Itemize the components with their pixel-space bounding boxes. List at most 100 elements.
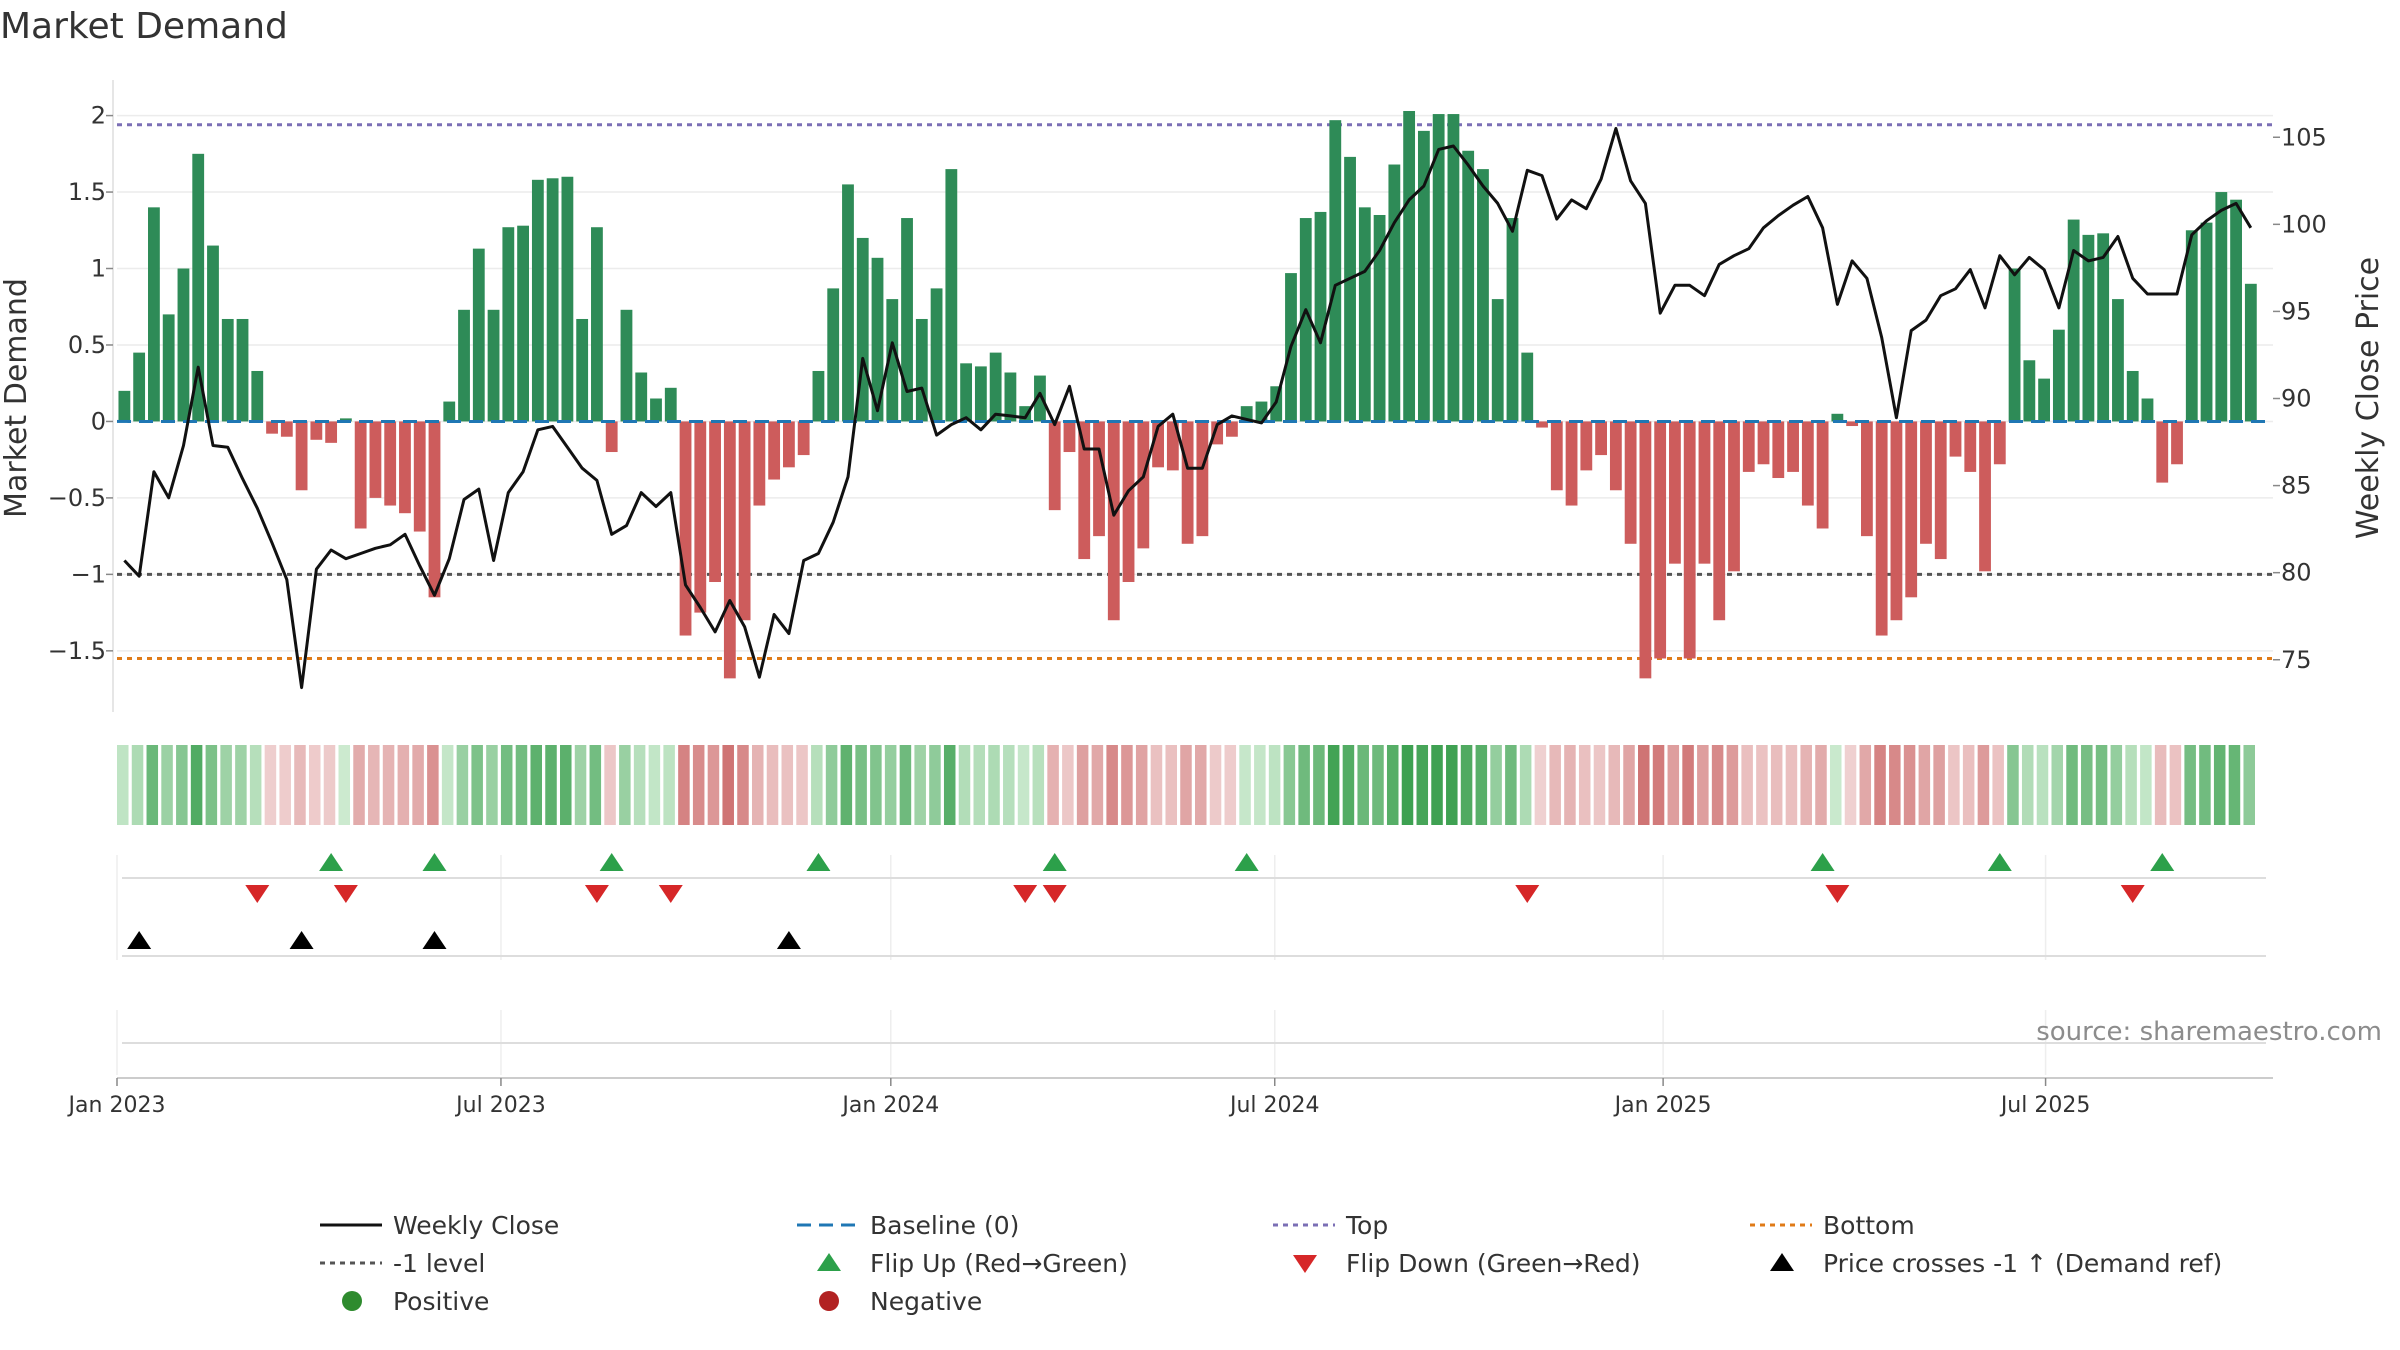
heat-cell (2169, 745, 2182, 825)
flip-down-marker (1013, 885, 1038, 903)
demand-bar (768, 421, 781, 480)
heat-cell (1844, 745, 1857, 825)
heat-cell (781, 745, 794, 825)
demand-bar (1107, 421, 1120, 621)
legend-swatch-triangle-up (817, 1253, 841, 1271)
legend-label: Bottom (1823, 1211, 1915, 1240)
demand-bar (1299, 218, 1312, 422)
heat-cell (1623, 745, 1635, 825)
heat-cell (2140, 745, 2152, 825)
heat-cell (722, 745, 734, 825)
heat-cell (958, 745, 971, 825)
demand-bar (2082, 234, 2095, 422)
demand-bar (1595, 421, 1607, 456)
demand-bar (1004, 372, 1017, 422)
demand-bar (635, 372, 648, 422)
legend-label: Flip Up (Red→Green) (870, 1249, 1128, 1278)
demand-bar (2008, 268, 2021, 422)
heat-cell (825, 745, 838, 825)
demand-bar (428, 421, 441, 598)
demand-bar (2244, 283, 2257, 422)
flip-up-marker (806, 853, 831, 871)
legend-label: Top (1345, 1211, 1388, 1240)
y2-tick-label: 105 (2281, 123, 2327, 151)
demand-bar (1875, 421, 1888, 636)
heat-cell (1578, 745, 1591, 825)
heat-cell (2066, 745, 2078, 825)
weekly-close-line (123, 127, 2253, 690)
source-note: source: sharemaestro.com (2036, 1017, 2382, 1047)
heat-cell (1150, 745, 1163, 825)
heat-cell (2110, 745, 2123, 825)
x-axis: Jan 2023 Jul 2023 Jan 2024 Jul 2024 Jan 2025… (67, 1077, 2273, 1118)
demand-bar (517, 225, 529, 422)
heat-cell (368, 745, 380, 825)
legend-item-weekly-close: Weekly Close (320, 1211, 559, 1240)
y-tick-label: −1 (71, 560, 106, 588)
heat-cell (279, 745, 291, 825)
legend-item-baseline: Baseline (0) (797, 1211, 1019, 1240)
y2-tick-label: 95 (2281, 297, 2312, 325)
demand-bar (945, 169, 958, 422)
demand-bar (251, 370, 264, 422)
heat-cell (1446, 745, 1458, 825)
heat-cell (117, 745, 129, 825)
demand-bar (1152, 421, 1164, 468)
demand-heat-strip (117, 745, 2255, 825)
demand-bar (901, 218, 913, 422)
price-cross-marker (776, 931, 801, 949)
demand-bar (502, 227, 515, 422)
heat-cell (1298, 745, 1310, 825)
demand-bar (664, 387, 677, 422)
heat-cell (1652, 745, 1665, 825)
heat-cell (412, 745, 424, 825)
demand-bar (1373, 214, 1386, 422)
heat-cell (1047, 745, 1059, 825)
demand-bar (1093, 421, 1105, 537)
legend-item-positive: Positive (342, 1287, 489, 1316)
heat-cell (1682, 745, 1694, 825)
demand-bar (1993, 421, 2006, 465)
heat-cell (1268, 745, 1281, 825)
legend-label: Positive (393, 1287, 489, 1316)
heat-cell (1195, 745, 1207, 825)
legend-label: Flip Down (Green→Red) (1346, 1249, 1641, 1278)
heat-cell (1608, 745, 1620, 825)
heat-cell (294, 745, 306, 825)
demand-bar (1181, 421, 1194, 544)
heat-cell (1342, 745, 1355, 825)
flip-up-marker (422, 853, 447, 871)
demand-bar (472, 248, 485, 422)
demand-bar (2112, 299, 2124, 422)
demand-bar (1314, 211, 1327, 422)
demand-bar (413, 421, 426, 532)
heat-cell (235, 745, 247, 825)
demand-bar (2126, 370, 2139, 422)
y-tick-label: 2 (91, 102, 106, 130)
heat-cell (633, 745, 646, 825)
price-cross-marker (422, 931, 447, 949)
demand-bar (856, 237, 869, 422)
heat-cell (1903, 745, 1916, 825)
heat-cell (545, 745, 557, 825)
heat-cell (884, 745, 897, 825)
legend-label: Weekly Close (393, 1211, 559, 1240)
heat-cell (1977, 745, 1990, 825)
demand-bar (1861, 421, 1873, 537)
demand-bar (2185, 230, 2198, 422)
heat-cell (1431, 745, 1443, 825)
demand-bar (605, 421, 618, 453)
demand-bar (1550, 421, 1563, 491)
demand-bar (1639, 421, 1652, 679)
legend-label: Baseline (0) (870, 1211, 1019, 1240)
flip-up-marker (2150, 853, 2175, 871)
heat-cell (1283, 745, 1296, 825)
heat-cell (1638, 745, 1650, 825)
heat-cell (1918, 745, 1931, 825)
demand-bar (2097, 233, 2110, 422)
demand-bar (325, 421, 338, 443)
demand-bar (1462, 150, 1475, 422)
heat-cell (382, 745, 395, 825)
demand-bar (591, 227, 603, 422)
